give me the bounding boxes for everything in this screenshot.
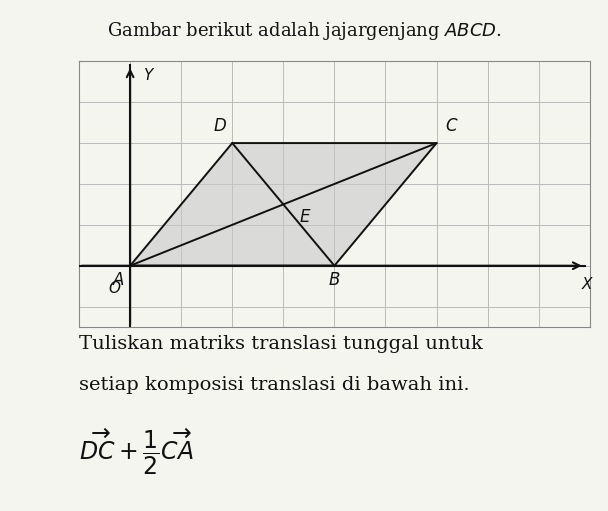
- Text: Gambar berikut adalah jajargenjang $\mathit{ABCD}$.: Gambar berikut adalah jajargenjang $\mat…: [106, 19, 502, 42]
- Text: $B$: $B$: [328, 271, 340, 289]
- Text: $D$: $D$: [213, 117, 227, 135]
- Text: $O$: $O$: [108, 280, 122, 296]
- Text: setiap komposisi translasi di bawah ini.: setiap komposisi translasi di bawah ini.: [79, 376, 469, 393]
- Text: $A$: $A$: [112, 271, 125, 289]
- Text: $\overrightarrow{DC} + \dfrac{1}{2}\overrightarrow{CA}$: $\overrightarrow{DC} + \dfrac{1}{2}\over…: [79, 427, 194, 477]
- Text: $C$: $C$: [445, 117, 458, 135]
- Text: $X$: $X$: [581, 276, 594, 292]
- Text: $E$: $E$: [299, 208, 311, 226]
- Text: $Y$: $Y$: [143, 67, 155, 83]
- Polygon shape: [130, 143, 437, 266]
- Text: Tuliskan matriks translasi tunggal untuk: Tuliskan matriks translasi tunggal untuk: [79, 335, 483, 353]
